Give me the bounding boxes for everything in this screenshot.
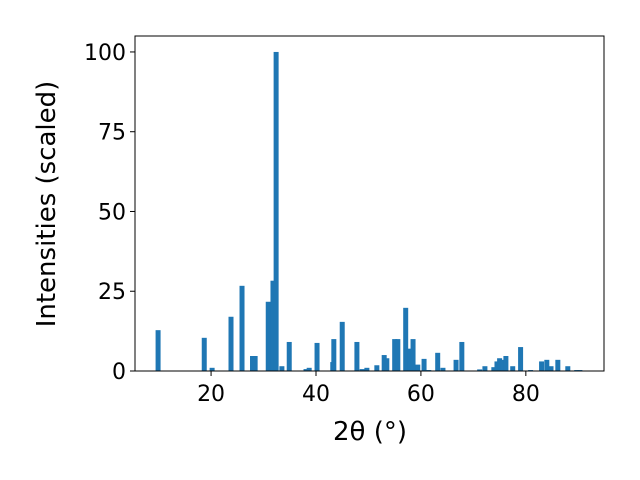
bar bbox=[209, 367, 215, 371]
bar bbox=[314, 342, 320, 371]
bar bbox=[364, 367, 370, 371]
x-tick-label: 40 bbox=[302, 382, 330, 407]
bar bbox=[392, 339, 398, 371]
bar bbox=[286, 341, 292, 371]
bar bbox=[477, 369, 483, 371]
y-tick-label: 100 bbox=[84, 41, 126, 66]
bar bbox=[354, 341, 360, 371]
bar bbox=[421, 358, 427, 371]
bar bbox=[491, 367, 497, 371]
bar bbox=[503, 356, 509, 371]
bar bbox=[303, 369, 309, 371]
y-axis-label: Intensities (scaled) bbox=[32, 81, 62, 328]
bar bbox=[539, 361, 545, 371]
bar bbox=[459, 341, 465, 371]
bar bbox=[306, 367, 312, 371]
bar bbox=[201, 337, 207, 371]
bar bbox=[440, 367, 446, 371]
bar bbox=[494, 361, 500, 371]
y-tick-label: 0 bbox=[112, 360, 126, 385]
x-tick-label: 80 bbox=[512, 382, 540, 407]
bar bbox=[374, 365, 380, 371]
bar bbox=[482, 366, 488, 371]
bar bbox=[331, 339, 337, 371]
y-tick-label: 25 bbox=[98, 280, 126, 305]
bar bbox=[270, 280, 276, 371]
bar bbox=[435, 352, 441, 371]
bar bbox=[279, 366, 285, 371]
bar bbox=[273, 51, 279, 371]
y-tick-label: 50 bbox=[98, 200, 126, 225]
bar bbox=[548, 366, 554, 371]
bar bbox=[250, 356, 256, 371]
bar bbox=[415, 364, 421, 371]
bar bbox=[453, 359, 459, 371]
bar bbox=[410, 339, 416, 371]
bar bbox=[155, 330, 161, 371]
bar bbox=[395, 339, 401, 371]
bar bbox=[497, 358, 503, 371]
bar bbox=[239, 285, 245, 371]
bar bbox=[252, 356, 258, 371]
x-tick-label: 60 bbox=[407, 382, 435, 407]
bar bbox=[407, 348, 413, 371]
bar bbox=[510, 366, 516, 371]
bar bbox=[518, 347, 524, 371]
bar bbox=[381, 355, 387, 371]
bar bbox=[384, 358, 390, 371]
bar bbox=[339, 321, 345, 371]
bar bbox=[228, 316, 234, 371]
bar bbox=[403, 307, 409, 371]
bar bbox=[555, 359, 561, 371]
bar bbox=[544, 359, 550, 371]
plot-frame bbox=[134, 35, 605, 372]
x-tick-label: 20 bbox=[197, 382, 225, 407]
x-axis-label: 2θ (°) bbox=[333, 417, 407, 447]
bar bbox=[359, 369, 365, 371]
bar bbox=[565, 366, 571, 371]
y-tick-label: 75 bbox=[98, 121, 126, 146]
bar bbox=[265, 301, 271, 371]
bar bbox=[500, 359, 506, 371]
